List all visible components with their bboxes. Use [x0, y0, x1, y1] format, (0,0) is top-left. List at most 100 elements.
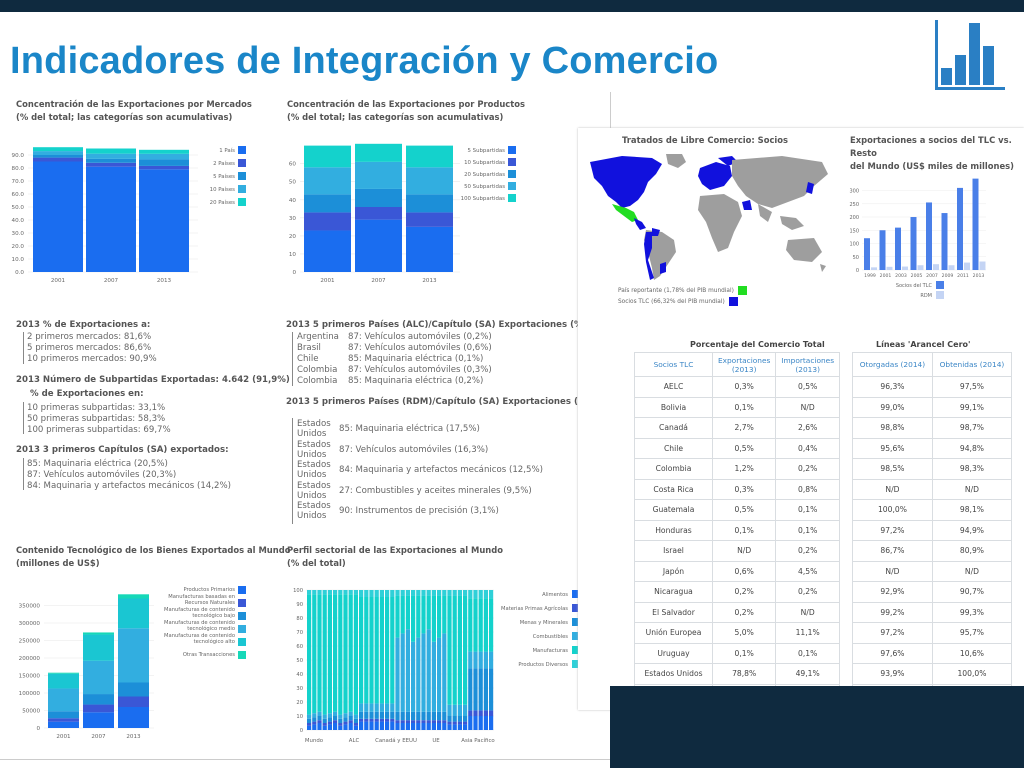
y-tick-label: 90.0 — [12, 153, 25, 159]
cell-imp: 0,1% — [775, 642, 840, 664]
alc-item: 85: Maquinaria eléctrica (0,2%) — [348, 376, 484, 386]
bar-segment — [442, 723, 447, 730]
table-row: 97,2% 95,7% — [852, 622, 1013, 644]
bar-segment — [483, 651, 488, 669]
cell-otorg: N/D — [852, 560, 933, 582]
y-tick-label: 40 — [296, 672, 303, 678]
bar-segment — [83, 660, 114, 695]
cell-imp: 0,1% — [775, 519, 840, 541]
x-group-label: UE — [432, 738, 440, 744]
bar-segment — [400, 720, 405, 723]
legend-label: Otras Transacciones — [183, 652, 235, 658]
cell-imp: 0,2% — [775, 581, 840, 603]
bar-segment — [463, 721, 468, 725]
y-tick-label: 80 — [296, 616, 303, 622]
bar-segment — [452, 716, 457, 722]
table-row: 99,2% 99,3% — [852, 601, 1013, 623]
bar-segment — [333, 711, 338, 716]
bar-segment — [457, 590, 462, 596]
bar-segment — [416, 720, 421, 723]
bar-segment — [333, 723, 338, 730]
bar-segment — [405, 720, 410, 723]
bar-segment — [411, 595, 416, 642]
bar-segment — [327, 721, 332, 725]
y-tick-label: 30.0 — [12, 231, 25, 237]
bar-segment — [33, 157, 83, 162]
legend-label: Combustibles — [533, 634, 569, 640]
table-row: AELC 0,3% 0,5% — [634, 376, 840, 398]
x-tick-label: 2001 — [56, 734, 71, 740]
bar-segment — [463, 590, 468, 596]
y-tick-label: 250 — [849, 202, 859, 208]
cell-obten: 98,3% — [931, 458, 1013, 480]
bar-segment — [437, 637, 442, 712]
bar-segment — [317, 590, 322, 595]
cell-exp: 0,5% — [711, 437, 777, 459]
bar-segment — [483, 668, 488, 711]
bar-segment — [359, 590, 364, 597]
cell-imp: 0,4% — [775, 437, 840, 459]
bar-segment — [359, 597, 364, 704]
y-tick-label: 20 — [296, 700, 303, 706]
bar-segment — [405, 595, 410, 630]
y-tick-label: 40 — [289, 198, 297, 204]
cell-otorg: N/D — [852, 478, 933, 500]
bar-segment — [442, 590, 447, 596]
bar-segment — [343, 717, 348, 722]
bar-segment — [374, 703, 379, 712]
rdm-country: Estados Unidos — [297, 501, 331, 521]
alc-country: Brasil — [297, 343, 321, 353]
bar-segment — [400, 711, 405, 721]
y-tick-label: 200 — [849, 215, 859, 221]
x-tick-label: 2013 — [422, 278, 437, 284]
rdm-country-line1: Estados — [297, 480, 331, 491]
legend-swatch — [238, 586, 246, 594]
bar-segment — [317, 720, 322, 723]
x-group-label: Mundo — [305, 738, 323, 744]
bar-segment — [468, 710, 473, 716]
bar-segment — [83, 634, 114, 661]
y-tick-label: 150 — [849, 228, 859, 234]
bar-segment — [139, 159, 189, 166]
stats-line-3c: 84: Maquinaria y artefactos mecánicos (1… — [27, 481, 231, 491]
table-row: 98,8% 98,7% — [852, 417, 1013, 439]
trade-table: Socios TLC Exportaciones (2013) Importac… — [634, 352, 840, 705]
bar-segment — [317, 716, 322, 721]
cell-socio: Honduras — [634, 519, 713, 541]
bar-segment — [395, 711, 400, 721]
bar-segment — [353, 718, 358, 723]
col-exp: Exportaciones (2013) — [711, 352, 777, 377]
table-row: Israel N/D 0,2% — [634, 540, 840, 562]
rdm-country-line1: Estados — [297, 460, 331, 470]
y-tick-label: 350000 — [19, 604, 41, 610]
tlc-chart: 0 50 100 150 200 250 300 1999 2001 2003 2005 2007 20… — [849, 178, 986, 299]
markets-title-line1: Concentración de las Exportaciones por M… — [16, 99, 252, 109]
bar-segment — [411, 641, 416, 712]
x-tick-label: 2001 — [320, 278, 335, 284]
bar-segment — [364, 721, 369, 730]
table-row: Uruguay 0,1% 0,1% — [634, 642, 840, 664]
bar-segment — [442, 633, 447, 712]
bar-segment — [33, 151, 83, 155]
rdm-item: 90: Instrumentos de precisión (3,1%) — [339, 506, 499, 516]
legend-swatch — [572, 646, 580, 654]
legend-swatch — [238, 651, 246, 659]
legend-label: 100 Subpartidas — [461, 196, 506, 202]
bar-segment — [304, 167, 351, 195]
bar-segment — [343, 724, 348, 730]
bar-segment — [385, 718, 390, 722]
bar-segment — [385, 597, 390, 704]
cell-obten: N/D — [931, 560, 1013, 582]
y-tick-label: 250000 — [19, 639, 41, 645]
y-tick-label: 10.0 — [12, 257, 25, 263]
bar-segment — [431, 590, 436, 596]
bar-segment — [343, 594, 348, 714]
y-tick-label: 70 — [296, 630, 303, 636]
bar-segment — [322, 714, 327, 719]
bar-segment — [48, 721, 79, 728]
bar-segment — [452, 704, 457, 716]
table-row: Honduras 0,1% 0,1% — [634, 519, 840, 541]
bar-segment — [421, 595, 426, 634]
table-row: Nicaragua 0,2% 0,2% — [634, 581, 840, 603]
stats-line-1c: 10 primeros mercados: 90,9% — [27, 354, 157, 364]
